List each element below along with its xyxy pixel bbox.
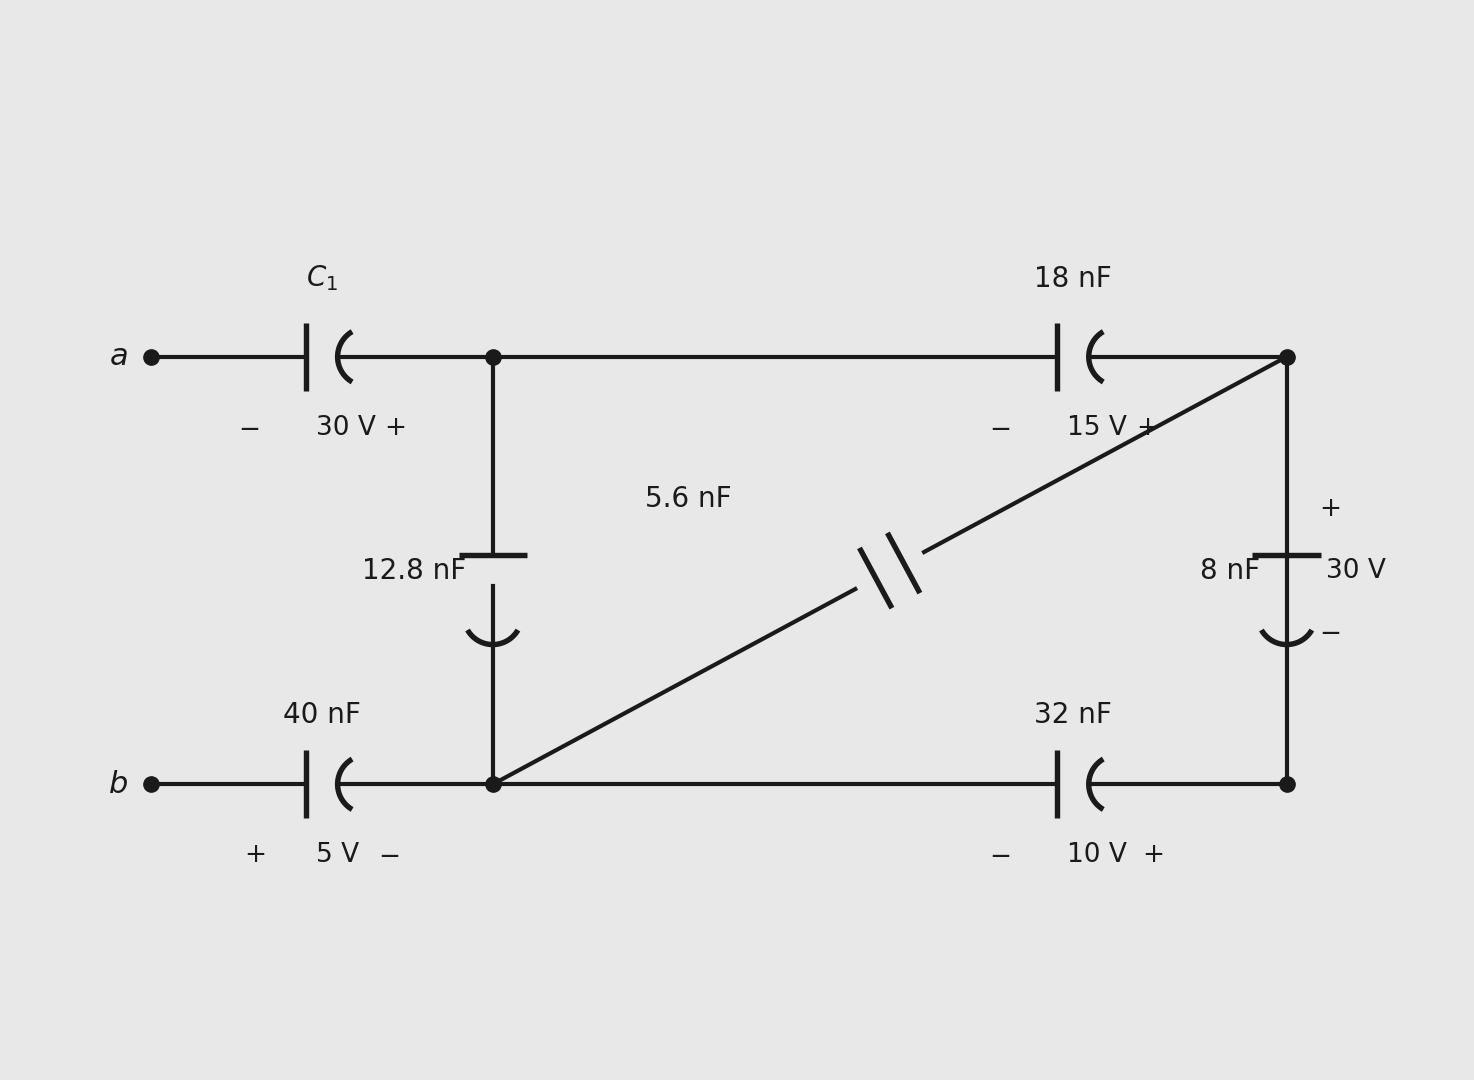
Text: $+$: $+$ xyxy=(243,842,265,868)
Text: a: a xyxy=(111,342,128,372)
Text: $+$: $+$ xyxy=(385,415,405,441)
Text: $+$: $+$ xyxy=(1319,497,1340,523)
Text: $-$: $-$ xyxy=(989,842,1010,868)
Text: $C_1$: $C_1$ xyxy=(305,264,338,294)
Text: $-$: $-$ xyxy=(989,415,1010,441)
Text: 12.8 nF: 12.8 nF xyxy=(361,556,466,584)
Text: $-$: $-$ xyxy=(237,415,259,441)
Text: 15 V: 15 V xyxy=(1067,415,1126,441)
Text: $+$: $+$ xyxy=(1142,842,1163,868)
Text: $-$: $-$ xyxy=(379,842,399,868)
Text: 10 V: 10 V xyxy=(1067,842,1126,868)
Text: 32 nF: 32 nF xyxy=(1033,701,1111,729)
Text: b: b xyxy=(109,770,128,799)
Text: 40 nF: 40 nF xyxy=(283,701,361,729)
Text: 5 V: 5 V xyxy=(315,842,358,868)
Text: $-$: $-$ xyxy=(1319,619,1340,645)
Text: 30 V: 30 V xyxy=(315,415,376,441)
Text: 18 nF: 18 nF xyxy=(1033,266,1111,294)
Text: 8 nF: 8 nF xyxy=(1200,556,1260,584)
Text: 30 V: 30 V xyxy=(1325,557,1386,583)
Text: $+$: $+$ xyxy=(1135,415,1157,441)
Text: 5.6 nF: 5.6 nF xyxy=(644,485,731,513)
